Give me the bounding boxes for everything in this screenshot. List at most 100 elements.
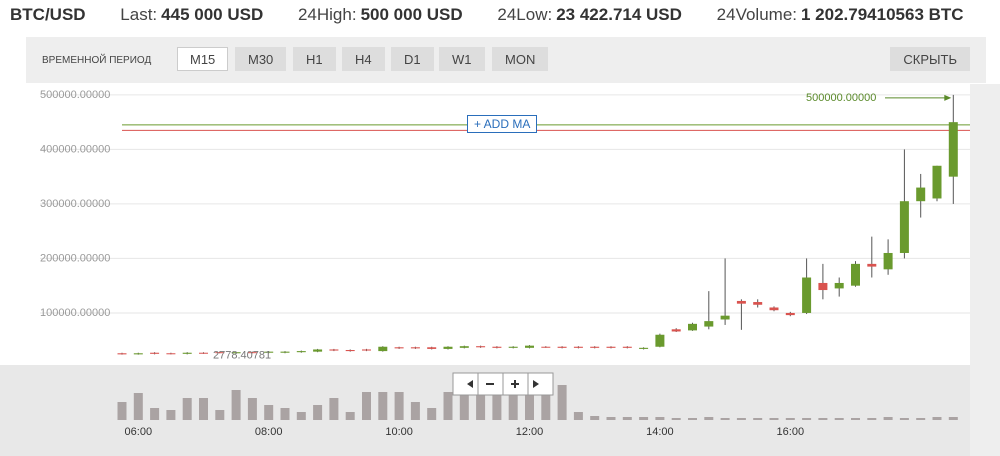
volume-bar [247, 398, 257, 420]
candle-body [199, 352, 208, 354]
candle-body [443, 346, 453, 349]
volume-bar [215, 410, 225, 420]
period-button[interactable]: H4 [342, 47, 385, 71]
x-tick-label: 12:00 [516, 426, 544, 438]
volume-bar [883, 417, 893, 420]
period-button[interactable]: MON [492, 47, 549, 71]
high-arrowhead [944, 94, 952, 101]
volume-bar [150, 408, 160, 420]
volume-bar [296, 412, 306, 420]
candle-body [345, 350, 355, 352]
candle-body [394, 347, 404, 349]
candle-body [280, 351, 290, 353]
volume-bar [606, 417, 616, 420]
x-tick-label: 14:00 [646, 426, 674, 438]
volume-bar [345, 412, 355, 420]
x-tick-label: 10:00 [385, 426, 413, 438]
volume-bar [133, 393, 143, 420]
volume-label: 24Volume: [716, 5, 797, 24]
candle-body [769, 307, 779, 311]
volume-bar [394, 392, 404, 420]
candle-body [133, 353, 143, 355]
side-panel [970, 84, 1000, 456]
candle-body [753, 302, 763, 305]
candle-body [296, 351, 306, 353]
period-button[interactable]: H1 [293, 47, 336, 71]
volume-bar [378, 392, 388, 420]
candle-body [785, 312, 795, 316]
candle-body [476, 346, 486, 348]
candle-body [736, 300, 746, 304]
volume-bar [639, 417, 649, 420]
candle-body [834, 282, 844, 289]
x-tick-label: 06:00 [125, 426, 153, 438]
candle-body [573, 346, 583, 348]
candle-body [590, 346, 600, 348]
candle-body [883, 252, 893, 270]
nav-right[interactable] [533, 380, 539, 388]
nav-zoom-in[interactable] [511, 380, 519, 388]
y-tick-label: 200000.00000 [40, 252, 110, 264]
candle-body [802, 277, 812, 313]
candle-body [231, 352, 241, 354]
period-button[interactable]: M15 [177, 47, 229, 71]
volume-bar [264, 405, 274, 420]
x-tick-label: 16:00 [777, 426, 805, 438]
high-label: 500000.00000 [806, 92, 876, 104]
volume-bar [867, 418, 877, 420]
candle-body [899, 201, 909, 253]
candle-body [313, 349, 323, 352]
volume-bar [199, 398, 208, 420]
volume-bar [166, 410, 176, 420]
candle-body [688, 323, 697, 331]
candle-body [459, 346, 469, 348]
nav-left[interactable] [467, 380, 473, 388]
volume-bar [916, 418, 926, 420]
volume-bar [818, 418, 828, 420]
candle-body [117, 353, 127, 355]
period-button[interactable]: M30 [235, 47, 287, 71]
volume-bar [802, 418, 812, 420]
candle-body [264, 351, 274, 353]
volume-bar [313, 405, 323, 420]
volume-bar [525, 392, 534, 420]
last-label: Last: [120, 5, 158, 24]
hide-button[interactable]: СКРЫТЬ [890, 47, 970, 71]
volume-bar [932, 417, 942, 420]
low-label: 24Low: [497, 5, 553, 24]
volume-bar [753, 418, 763, 420]
period-label: ВРЕМЕННОЙ ПЕРИОД [42, 55, 152, 66]
volume-bar [508, 385, 518, 420]
candle-body [655, 334, 665, 347]
period-button[interactable]: W1 [439, 47, 485, 71]
y-tick-label: 100000.00000 [40, 307, 110, 319]
candle-body [948, 122, 958, 177]
candle-body [166, 353, 176, 355]
add-ma-button[interactable]: + ADD MA [467, 115, 538, 133]
candle-body [378, 346, 388, 352]
y-tick-label: 500000.00000 [40, 89, 110, 101]
candle-body [606, 346, 616, 348]
low-label: 2778.40781 [213, 350, 271, 362]
volume-bar [231, 390, 241, 420]
y-tick-label: 400000.00000 [40, 143, 110, 155]
y-tick-label: 300000.00000 [40, 198, 110, 210]
high-label: 24High: [297, 5, 357, 24]
period-button[interactable]: D1 [391, 47, 434, 71]
volume-bar [688, 418, 697, 420]
volume-bar [671, 418, 681, 420]
nav-zoom-out[interactable] [486, 383, 494, 385]
candle-body [182, 352, 192, 354]
candle-body [508, 346, 518, 348]
candle-body [671, 329, 681, 332]
candle-body [704, 321, 714, 327]
high: 500 000 USD [360, 5, 463, 24]
volume-bar [704, 417, 714, 420]
candle-body [851, 263, 860, 286]
volume-bar [117, 402, 127, 420]
volume-bar [557, 385, 567, 420]
candle-body [818, 282, 828, 291]
low: 23 422.714 USD [556, 5, 682, 24]
volume-bar [769, 418, 779, 420]
